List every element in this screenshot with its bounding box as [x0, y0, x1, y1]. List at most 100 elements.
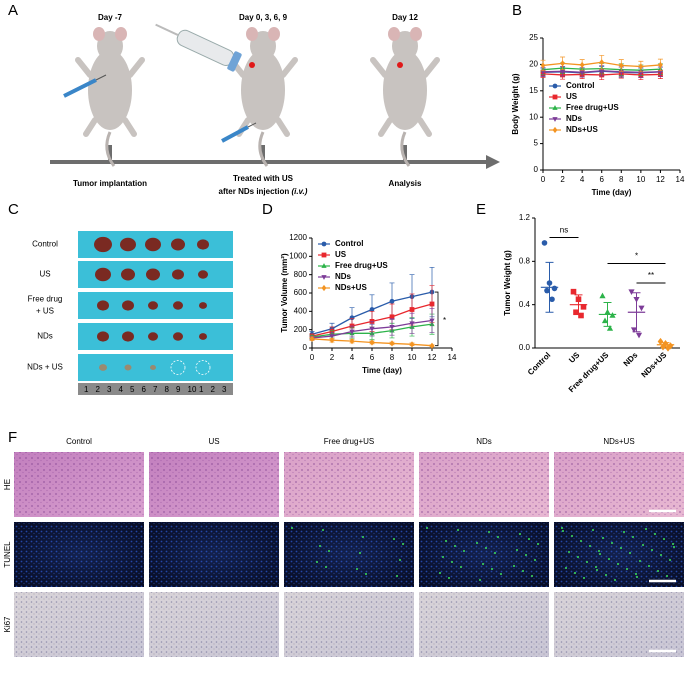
x-tick-label: 2 — [560, 175, 565, 184]
y-tick-label: 15 — [529, 86, 538, 95]
marker — [389, 324, 395, 330]
apoptosis-signal — [525, 554, 527, 556]
tumor — [95, 267, 111, 282]
apoptosis-signal — [598, 550, 600, 552]
apoptosis-signal — [402, 543, 404, 545]
marker — [630, 327, 638, 333]
marker — [599, 68, 605, 74]
marker — [349, 338, 355, 345]
apoptosis-signal — [651, 549, 653, 551]
apoptosis-signal — [476, 542, 478, 544]
sd-bar — [632, 292, 641, 333]
marker — [544, 287, 550, 294]
y-tick-label: 0.0 — [519, 343, 531, 352]
apoptosis-signal — [513, 565, 515, 567]
ruler-label: 4 — [119, 385, 124, 394]
y-tick-label: 0.8 — [519, 256, 531, 265]
marker — [329, 334, 335, 339]
group-label: NDs + US — [27, 363, 63, 372]
apoptosis-signal — [629, 552, 631, 554]
marker — [667, 342, 674, 350]
y-tick-label: 1000 — [289, 251, 307, 260]
marker — [618, 62, 624, 69]
micrograph-texture — [149, 452, 279, 517]
marker — [349, 329, 355, 335]
apoptosis-signal — [328, 550, 330, 552]
tumor — [172, 269, 184, 280]
tumor — [121, 268, 135, 281]
step-label: Treated with US — [233, 174, 294, 183]
apoptosis-signal — [494, 552, 496, 554]
tumor — [94, 236, 112, 253]
marker — [389, 340, 395, 347]
row-label: HE — [3, 479, 12, 490]
apoptosis-signal — [589, 545, 591, 547]
tumor — [148, 301, 158, 310]
ruler-label: 3 — [222, 385, 227, 394]
tumor — [199, 333, 207, 340]
marker — [541, 240, 548, 246]
panel-label: C — [8, 201, 19, 218]
apoptosis-signal — [639, 560, 641, 562]
apoptosis-signal — [654, 533, 656, 535]
apoptosis-signal — [632, 536, 634, 538]
x-axis-label: Time (day) — [592, 188, 632, 197]
apoptosis-signal — [463, 550, 465, 552]
tumor — [122, 331, 134, 342]
step-note-text: after NDs injection — [219, 187, 292, 196]
marker — [369, 307, 375, 312]
legend-label: Control — [566, 81, 594, 90]
apoptosis-signal — [595, 566, 597, 568]
apoptosis-signal — [396, 575, 398, 577]
marker — [657, 337, 664, 346]
marker — [580, 304, 587, 310]
marker — [638, 63, 644, 70]
legend-label: Free drug+US — [566, 103, 619, 112]
legend-label: NDs — [335, 272, 352, 281]
row-label: Ki67 — [3, 616, 12, 633]
marker — [551, 285, 558, 292]
apoptosis-signal — [448, 577, 450, 579]
legend-label: NDs+US — [566, 125, 598, 134]
tumor — [122, 300, 134, 311]
significance-label: ** — [648, 271, 654, 280]
apoptosis-signal — [645, 528, 647, 530]
tumor-dot — [249, 62, 255, 68]
apoptosis-signal — [657, 570, 659, 572]
step-label: Tumor implantation — [73, 179, 147, 188]
y-tick-label: 200 — [294, 325, 308, 334]
apoptosis-signal — [599, 553, 601, 555]
row-label: TUNEL — [3, 541, 12, 568]
y-tick-label: 400 — [294, 306, 308, 315]
apoptosis-signal — [623, 531, 625, 533]
marker — [552, 117, 558, 122]
marker — [635, 332, 643, 339]
marker — [321, 241, 327, 247]
micrograph-texture — [284, 452, 414, 517]
marker — [579, 61, 585, 69]
column-label: Free drug+US — [324, 437, 374, 446]
day-label: Day 0, 3, 6, 9 — [239, 13, 288, 22]
ruler-label: 7 — [153, 385, 158, 394]
apoptosis-signal — [319, 545, 321, 547]
tumor — [199, 302, 207, 309]
marker — [329, 337, 335, 344]
tumor — [171, 238, 185, 251]
ruler-label: 5 — [130, 385, 135, 394]
x-tick-label: 12 — [428, 353, 437, 362]
group-label: NDs — [37, 332, 53, 341]
marker — [552, 126, 558, 134]
marker — [665, 344, 671, 352]
day-label: Day 12 — [392, 13, 418, 22]
apoptosis-signal — [666, 575, 668, 577]
marker — [570, 288, 577, 295]
apoptosis-signal — [648, 565, 650, 567]
apoptosis-signal — [399, 559, 401, 561]
apoptosis-signal — [291, 527, 293, 529]
marker — [540, 62, 546, 69]
y-axis-label: Body Weight (g) — [511, 73, 520, 135]
column-label: US — [208, 437, 219, 446]
panel-label: F — [8, 429, 17, 446]
apoptosis-signal — [482, 563, 484, 565]
